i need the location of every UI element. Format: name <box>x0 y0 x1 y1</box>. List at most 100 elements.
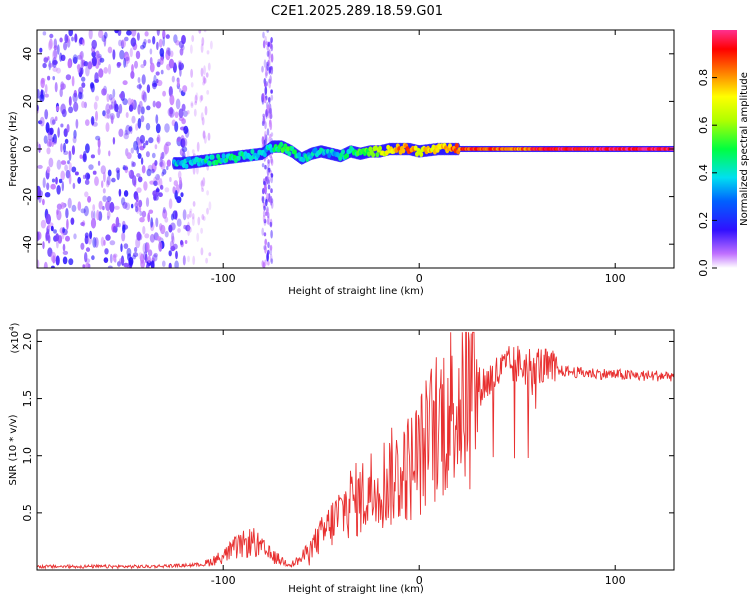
noise-cell <box>184 240 188 244</box>
noise-cell <box>176 78 180 87</box>
noise-cell <box>190 44 193 54</box>
noise-cell <box>122 201 128 209</box>
noise-cell <box>171 232 175 242</box>
noise-cell <box>131 64 134 73</box>
noise-cell <box>201 188 205 192</box>
noise-cell <box>38 143 41 153</box>
noise-cell <box>181 137 188 148</box>
noise-cell <box>179 48 184 56</box>
y-tick-label: 0.5 <box>21 504 34 522</box>
noise-cell <box>178 108 184 118</box>
y-tick-label: 20 <box>21 94 34 108</box>
noise-cell <box>122 98 128 106</box>
noise-cell <box>49 33 54 39</box>
noise-cell <box>60 123 64 128</box>
noise-cell <box>62 250 69 255</box>
noise-cell <box>205 257 209 264</box>
noise-cell <box>200 227 204 234</box>
noise-cell <box>46 138 53 147</box>
noise-cell <box>177 170 182 179</box>
noise-cell <box>195 92 199 101</box>
noise-cell <box>205 72 209 78</box>
noise-cell <box>148 137 154 144</box>
noise-cell <box>86 173 91 180</box>
noise-cell <box>48 157 54 168</box>
noise-cell <box>169 177 172 182</box>
noise-cell <box>110 115 114 125</box>
noise-cell <box>143 251 147 261</box>
noise-cell <box>107 265 113 268</box>
noise-cell <box>206 90 210 95</box>
noise-cell <box>142 225 146 235</box>
x-tick-label: 100 <box>605 574 626 587</box>
noise-cell <box>71 204 77 212</box>
noise-cell <box>147 212 151 223</box>
y-tick-label: 1.5 <box>21 390 34 408</box>
noise-cell <box>105 103 111 115</box>
stripe-cell <box>261 163 265 168</box>
noise-cell <box>196 232 200 242</box>
noise-cell <box>41 79 44 84</box>
noise-cell <box>42 198 45 206</box>
noise-cell <box>81 76 86 82</box>
noise-cell <box>61 181 64 192</box>
stripe-cell <box>270 173 274 178</box>
noise-cell <box>125 124 131 135</box>
noise-cell <box>148 209 154 214</box>
noise-cell <box>109 253 113 264</box>
stripe-cell <box>261 65 264 73</box>
noise-cell <box>52 76 55 81</box>
noise-cell <box>163 143 169 155</box>
noise-cell <box>56 210 62 221</box>
ridge-cell <box>207 160 212 167</box>
noise-cell <box>68 96 72 107</box>
noise-cell <box>39 47 43 53</box>
noise-cell <box>175 98 181 110</box>
stripe-cell <box>268 68 272 75</box>
colorbar-ticks: 0.0 0.2 0.4 0.6 0.8 <box>697 69 717 277</box>
noise-cell <box>78 91 83 100</box>
noise-cell <box>123 190 129 197</box>
noise-cell <box>138 199 143 208</box>
ridge-cell <box>236 155 241 161</box>
noise-cell <box>98 200 103 210</box>
noise-cell <box>101 88 107 96</box>
noise-cell <box>175 40 180 46</box>
noise-cell <box>142 91 147 103</box>
noise-cell <box>141 210 147 218</box>
noise-cell <box>178 176 182 185</box>
noise-cell <box>135 206 139 213</box>
noise-cell <box>88 30 93 40</box>
snr-axes: -100 0 100 0.5 1.0 1.5 2.0 <box>21 330 674 587</box>
noise-cell <box>174 121 179 133</box>
noise-cell <box>172 243 178 250</box>
noise-cell <box>180 192 184 198</box>
snr-canvas <box>37 331 674 570</box>
ridge-cell <box>210 154 215 160</box>
noise-cell <box>110 97 116 104</box>
noise-cell <box>63 142 66 153</box>
noise-cell <box>38 190 43 198</box>
stripe-cell <box>270 174 274 184</box>
noise-cell <box>90 83 95 93</box>
noise-cell <box>124 129 128 136</box>
noise-cell <box>192 255 196 265</box>
noise-cell <box>164 231 169 238</box>
noise-cell <box>162 30 166 40</box>
noise-cell <box>55 255 60 266</box>
stripe-cell <box>263 245 266 251</box>
noise-cell <box>108 94 113 101</box>
noise-cell <box>135 50 141 60</box>
noise-cell <box>150 260 155 268</box>
colorbar-label: Normalized spectral amplitude <box>739 72 750 226</box>
ridge-cell <box>419 151 424 157</box>
noise-cell <box>48 63 54 68</box>
noise-cell <box>50 225 54 232</box>
noise-cell <box>154 160 158 166</box>
noise-cell <box>143 181 148 191</box>
noise-cell <box>201 116 205 126</box>
stripe-cell <box>261 136 265 145</box>
noise-cell <box>175 250 178 260</box>
noise-cell <box>84 191 89 198</box>
stripe-cell <box>267 260 270 266</box>
